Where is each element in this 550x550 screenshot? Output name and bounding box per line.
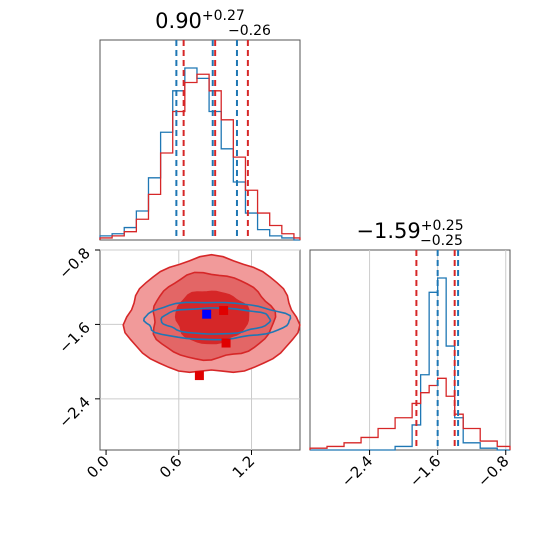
tick-label: −2.4 xyxy=(55,393,93,431)
marginal-x-title: 0.90+0.27 xyxy=(155,8,245,33)
marginal-x-quantile-lines xyxy=(175,40,249,240)
marginal-y-panel: −1.59+0.25 −0.25 −2.4 −1.6 −0.8 xyxy=(309,218,513,491)
histogram-step-1 xyxy=(309,377,511,450)
histogram-step-0 xyxy=(310,277,510,451)
tick-label: −0.8 xyxy=(55,244,93,282)
marginal-x-histograms xyxy=(99,67,301,241)
tick-label: −0.8 xyxy=(474,452,512,490)
tick-label: 1.2 xyxy=(229,452,259,482)
contour-1-0 xyxy=(142,301,292,341)
marginal-y-histograms xyxy=(309,277,511,451)
marginal-y-x-ticks: −2.4 −1.6 −0.8 xyxy=(338,450,513,491)
joint-y-ticks: −0.8 −1.6 −2.4 xyxy=(55,244,100,431)
marginal-x-frame xyxy=(99,39,301,241)
tick-label: 0.6 xyxy=(156,452,186,482)
tick-label: −2.4 xyxy=(338,452,376,490)
point-0-0 xyxy=(194,371,204,381)
point-1-0 xyxy=(202,309,212,319)
contour-0-2 xyxy=(174,290,250,345)
marginal-y-quantile-lines xyxy=(415,250,460,450)
point-0-1 xyxy=(219,305,229,315)
joint-x-ticks: 0.0 0.6 1.2 xyxy=(83,450,258,482)
histogram-step-1 xyxy=(99,73,301,240)
joint-points xyxy=(194,305,231,381)
contour-1-1 xyxy=(160,307,272,335)
marginal-y-frame xyxy=(309,249,511,451)
tick-label: −1.6 xyxy=(406,452,444,490)
joint-contours xyxy=(122,253,301,374)
marginal-y-title-minus: −0.25 xyxy=(420,233,463,249)
marginal-x-title-minus: −0.26 xyxy=(228,23,271,39)
joint-panel: 0.0 0.6 1.2 −0.8 −1.6 −2.4 xyxy=(55,244,301,482)
tick-label: −1.6 xyxy=(55,319,93,357)
marginal-x-panel: 0.90+0.27 −0.26 xyxy=(99,8,301,241)
point-0-2 xyxy=(221,338,231,348)
tick-label: 0.0 xyxy=(83,452,113,482)
marginal-y-title: −1.59+0.25 xyxy=(356,218,463,243)
